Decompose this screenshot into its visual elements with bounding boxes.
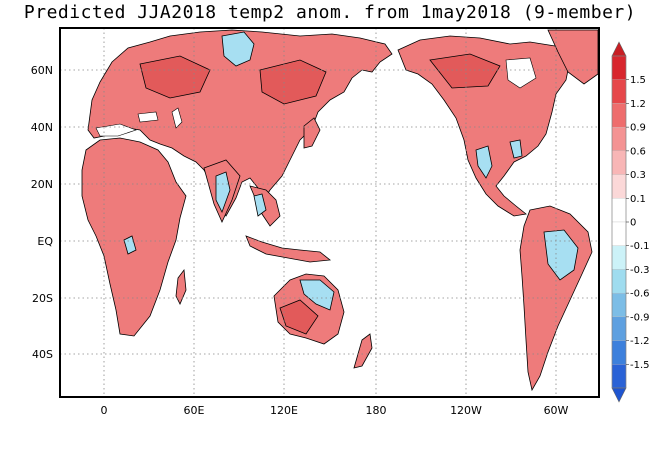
canada-hot-anomaly [429,53,501,89]
colorbar-swatch [611,150,627,175]
colorbar-label: 1.5 [630,75,646,86]
map-title: Predicted JJA2018 temp2 anom. from 1may2… [23,2,637,23]
colorbar-label: -0.9 [630,312,650,323]
amazon-cool-anomaly [543,229,579,281]
longitude-tick-label: 60E [184,404,205,417]
graticule [60,28,599,397]
latitude-tick-label: 40N [31,121,53,134]
latitude-tick-label: 20N [31,178,53,191]
longitude-tick-labels: 0 60E 120E 180 120W 60W [101,404,569,417]
colorbar-swatch [611,174,627,199]
central-asia-hot-anomaly [259,59,327,105]
australia-cool-anomaly [299,279,335,311]
colorbar-swatch [611,292,627,318]
longitude-tick-label: 120E [270,404,298,417]
longitude-tick-label: 120W [450,404,482,417]
black-sea [137,111,159,123]
colorbar-swatch [611,103,627,128]
latitude-tick-label: 20S [32,292,53,305]
us-southeast-cool-anomaly [509,139,523,159]
colorbar: 1.5 1.2 0.9 0.6 0.3 0.1 0 -0.1 -0.3 -0.6 -0.9 -1.2 -… [611,41,650,403]
colorbar-label: -1.2 [630,336,650,347]
seasia-cool-anomaly [253,193,267,217]
map-frame [59,27,600,398]
latitude-tick-labels: 60N 40N 20N EQ 20S 40S [31,64,54,361]
colorbar-label: 0 [630,218,636,229]
hudson-bay [505,57,537,89]
colorbar-swatch [611,245,627,270]
colorbar-label: 1.2 [630,99,646,110]
colorbar-label: -1.5 [630,360,650,371]
caspian-sea [171,107,183,129]
colorbar-swatch [611,221,627,246]
latitude-tick-label: EQ [37,235,53,248]
colorbar-label: -0.6 [630,289,650,300]
colorbar-top-arrow [611,41,627,57]
longitude-tick-label: 60W [544,404,569,417]
colorbar-bottom-arrow [611,387,627,403]
siberia-cool-anomaly [221,31,255,67]
colorbar-label: 0.9 [630,123,646,134]
colorbar-label: 0.1 [630,194,646,205]
colorbar-swatch [611,126,627,152]
australia-hot-anomaly [279,299,319,335]
indonesia-land [245,235,332,263]
colorbar-label: -0.3 [630,265,650,276]
colorbar-label: -0.1 [630,241,650,252]
colorbar-label: 0.3 [630,170,646,181]
latitude-tick-label: 60N [31,64,53,77]
japan-land [303,117,321,149]
colorbar-swatch [611,340,627,365]
longitude-tick-label: 0 [101,404,108,417]
colorbar-swatch [611,55,627,80]
colorbar-swatch [611,79,627,104]
colorbar-swatch [611,316,627,341]
new-zealand-land [353,333,373,369]
colorbar-swatch [611,198,627,223]
colorbar-label: 0.6 [630,146,646,157]
madagascar-land [175,268,187,305]
colorbar-swatch [611,364,627,389]
india-cool-anomaly [215,171,231,214]
colorbar-swatch [611,269,627,294]
africa-land [81,137,187,337]
us-cool-anomaly [475,145,493,179]
europe-hot-anomaly [139,55,211,99]
africa-cool-anomaly [123,235,137,255]
latitude-tick-label: 40S [32,348,53,361]
longitude-tick-label: 180 [366,404,387,417]
